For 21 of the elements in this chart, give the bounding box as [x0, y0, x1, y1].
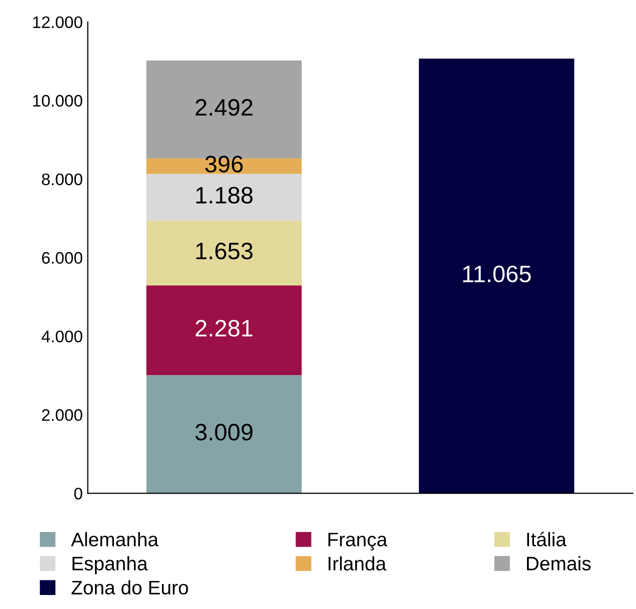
- y-tick-label: 4.000: [42, 330, 82, 342]
- data-label: 3.009: [195, 424, 252, 441]
- y-tick-label: 0: [74, 488, 82, 500]
- legend-label: Espanha: [72, 556, 148, 574]
- legend-label: Itália: [527, 532, 566, 546]
- data-label: 11.065: [463, 266, 531, 282]
- data-label: 396: [205, 156, 243, 172]
- data-label: 1.188: [196, 186, 253, 204]
- y-tick-label: 12.000: [33, 16, 82, 28]
- y-tick-label: 8.000: [42, 173, 82, 186]
- data-label: 1.653: [196, 242, 253, 260]
- y-tick-label: 10.000: [33, 94, 82, 107]
- legend-label: Zona do Euro: [72, 580, 188, 595]
- legend-label: Irlanda: [328, 556, 386, 571]
- legend-label: Demais: [527, 556, 591, 570]
- legend-label: Alemanha: [71, 532, 159, 546]
- data-label: 2.281: [196, 320, 252, 337]
- data-label: 2.492: [196, 99, 252, 116]
- legend-label: França: [328, 532, 388, 550]
- y-tick-label: 2.000: [42, 409, 82, 421]
- y-tick-label: 6.000: [42, 252, 82, 264]
